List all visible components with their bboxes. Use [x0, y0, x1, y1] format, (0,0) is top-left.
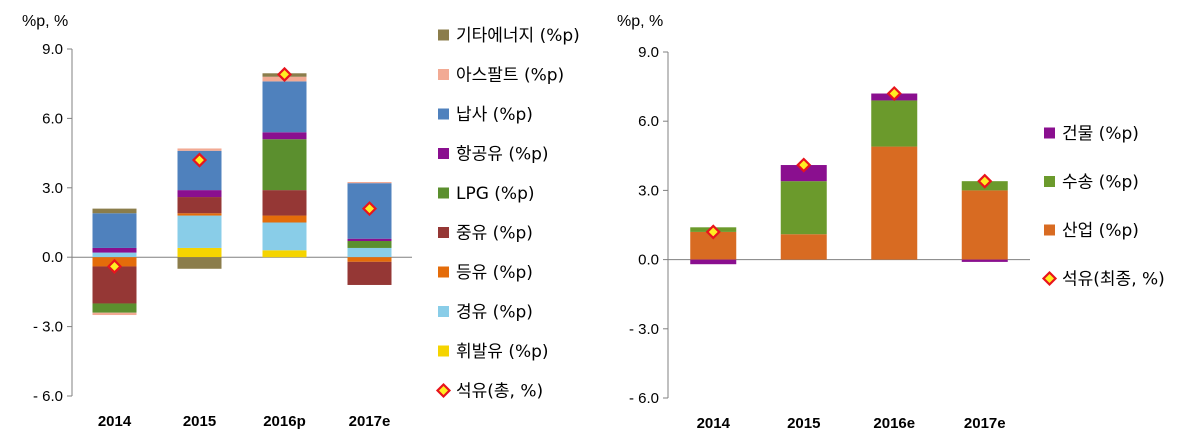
- bar-segment: [177, 197, 222, 214]
- x-tick-label: 2015: [787, 415, 820, 432]
- legend-label: 등유 (%p): [456, 263, 533, 283]
- y-tick-label: 6.0: [42, 110, 63, 127]
- bar-segment: [177, 148, 222, 151]
- legend: 건물 (%p) 수송 (%p) 산업 (%p) 석유(최종, %): [1044, 124, 1165, 290]
- bar-segment: [262, 215, 307, 223]
- x-tick-label: 2014: [98, 413, 132, 430]
- y-tick-label: - 3.0: [33, 319, 63, 336]
- marker-point: [106, 258, 123, 275]
- bar-segment: [347, 241, 392, 248]
- bar-segment: [92, 247, 137, 253]
- legend-label: 납사 (%p): [456, 105, 533, 125]
- legend-label: 아스팔트 (%p): [456, 66, 564, 86]
- y-tick-label: - 3.0: [629, 321, 659, 338]
- x-tick-label: 2017e: [349, 413, 391, 430]
- legend-label: 중유 (%p): [456, 224, 533, 244]
- bar-segment: [92, 303, 137, 313]
- bar-segment: [347, 182, 392, 184]
- bar-segment: [347, 261, 392, 285]
- marker-point: [705, 224, 721, 240]
- bar-segment: [262, 81, 307, 133]
- legend-label: 석유(최종, %): [1062, 270, 1165, 290]
- bar-segment: [92, 252, 137, 258]
- legend-swatch: [1044, 176, 1055, 187]
- bar-segment: [780, 181, 827, 235]
- y-tick-label: 0.0: [638, 252, 659, 269]
- x-tick-label: 2016e: [873, 415, 915, 432]
- x-tick-label: 2016p: [263, 413, 306, 430]
- legend-label: 휘발유 (%p): [456, 342, 549, 362]
- legend-label: 기타에너지 (%p): [456, 26, 580, 46]
- legend-marker: [435, 382, 452, 399]
- bar-segment: [262, 222, 307, 251]
- y-tick-label: - 6.0: [629, 390, 659, 407]
- legend-swatch: [438, 108, 449, 120]
- unit-label: %p, %: [617, 13, 663, 30]
- legend-swatch: [1044, 127, 1055, 139]
- bar-segment: [92, 312, 137, 316]
- marker-point: [361, 201, 378, 217]
- marker-point: [191, 152, 208, 168]
- bar-segment: [690, 259, 737, 265]
- legend-swatch: [438, 266, 449, 278]
- legend-swatch: [1044, 224, 1055, 236]
- bar-segment: [780, 165, 827, 182]
- legend: 기타에너지 (%p) 아스팔트 (%p) 납사 (%p) 항공유 (%p) LPG (%…: [438, 26, 580, 402]
- x-tick-label: 2014: [697, 415, 731, 432]
- legend-marker: [1041, 270, 1058, 287]
- bar-segment: [961, 190, 1008, 260]
- bar-segment: [961, 259, 1008, 262]
- legend-swatch: [438, 69, 449, 80]
- legend-label: 산업 (%p): [1062, 221, 1139, 241]
- bar-segment: [347, 238, 392, 242]
- chart-2: %p, % 9.0 6.0 3.0 0.0 - 3.0 - 6.0 2014 2015 2016e…: [617, 13, 1165, 432]
- legend-label: 수송 (%p): [1062, 173, 1139, 193]
- bar-segment: [347, 247, 392, 258]
- y-tick-label: 6.0: [638, 113, 659, 130]
- marker-point: [977, 173, 993, 189]
- y-tick-label: - 6.0: [33, 388, 63, 405]
- y-tick-label: 3.0: [638, 182, 659, 199]
- unit-label: %p, %: [22, 13, 68, 30]
- legend-swatch: [438, 345, 449, 357]
- bar-segment: [262, 190, 307, 216]
- bar-segment: [347, 257, 392, 262]
- bar-segment: [871, 100, 918, 147]
- bar-segment: [177, 215, 222, 248]
- x-tick-label: 2015: [183, 413, 216, 430]
- bar-segment: [92, 208, 137, 214]
- bar-segment: [177, 190, 222, 198]
- bar-segment: [177, 247, 222, 258]
- y-tick-label: 9.0: [638, 44, 659, 61]
- bar-segment: [92, 213, 137, 248]
- legend-label: 석유(총, %): [456, 382, 543, 402]
- y-tick-label: 9.0: [42, 41, 63, 58]
- bar-segment: [262, 250, 307, 258]
- bar-segment: [177, 257, 222, 269]
- legend-swatch: [438, 306, 449, 317]
- bar-segment: [262, 139, 307, 191]
- legend-swatch: [438, 148, 449, 159]
- legend-label: 항공유 (%p): [456, 145, 549, 165]
- legend-label: LPG (%p): [456, 184, 535, 204]
- y-tick-label: 0.0: [42, 249, 63, 266]
- bar-segment: [871, 146, 918, 260]
- bar-segment: [177, 213, 222, 216]
- marker-point: [886, 85, 902, 102]
- marker-point: [796, 157, 812, 173]
- legend-label: 경유 (%p): [456, 303, 533, 323]
- chart-1: %p, % 9.0 6.0 3.0 0.0 - 3.0 - 6.0 2014 2015 2016p…: [22, 13, 580, 430]
- legend-swatch: [438, 29, 449, 41]
- bar-segment: [262, 132, 307, 140]
- x-tick-label: 2017e: [964, 415, 1006, 432]
- bar-segment: [780, 234, 827, 260]
- legend-swatch: [438, 227, 449, 238]
- legend-swatch: [438, 187, 449, 199]
- y-tick-label: 3.0: [42, 180, 63, 197]
- marker-point: [276, 66, 293, 83]
- legend-label: 건물 (%p): [1062, 124, 1139, 144]
